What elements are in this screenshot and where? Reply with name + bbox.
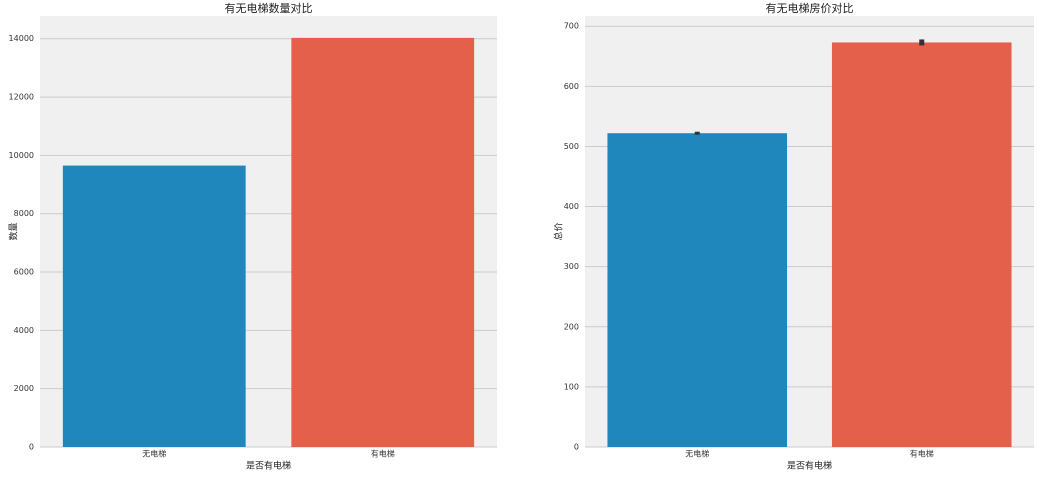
y-axis-label: 总价 — [553, 222, 565, 240]
y-tick-label: 500 — [564, 142, 579, 151]
x-tick-label: 无电梯 — [142, 449, 166, 459]
bar — [62, 165, 246, 447]
y-tick-label: 6000 — [14, 268, 34, 277]
y-tick-label: 12000 — [9, 93, 34, 102]
x-tick-label: 无电梯 — [685, 449, 709, 459]
y-tick-label: 10000 — [9, 151, 34, 160]
bar — [607, 133, 788, 447]
y-tick-label: 0 — [29, 443, 34, 452]
bar — [291, 37, 475, 448]
chart-title: 有无电梯数量对比 — [225, 1, 313, 15]
x-axis-label: 是否有电梯 — [787, 460, 832, 472]
y-axis-label: 数量 — [8, 222, 20, 240]
bar — [831, 42, 1012, 447]
chart-title: 有无电梯房价对比 — [766, 1, 854, 15]
y-tick-label: 14000 — [9, 34, 34, 43]
x-tick-label: 有电梯 — [371, 449, 395, 459]
y-tick-label: 300 — [564, 262, 579, 271]
y-tick-label: 200 — [564, 322, 579, 331]
x-tick-label: 有电梯 — [910, 449, 934, 459]
y-tick-label: 700 — [564, 22, 579, 31]
y-tick-label: 4000 — [14, 326, 34, 335]
y-tick-label: 2000 — [14, 384, 34, 393]
y-tick-label: 0 — [574, 443, 579, 452]
y-tick-label: 400 — [564, 202, 579, 211]
y-tick-label: 600 — [564, 82, 579, 91]
y-tick-label: 100 — [564, 382, 579, 391]
y-tick-label: 8000 — [14, 209, 34, 218]
x-axis-label: 是否有电梯 — [246, 460, 291, 472]
